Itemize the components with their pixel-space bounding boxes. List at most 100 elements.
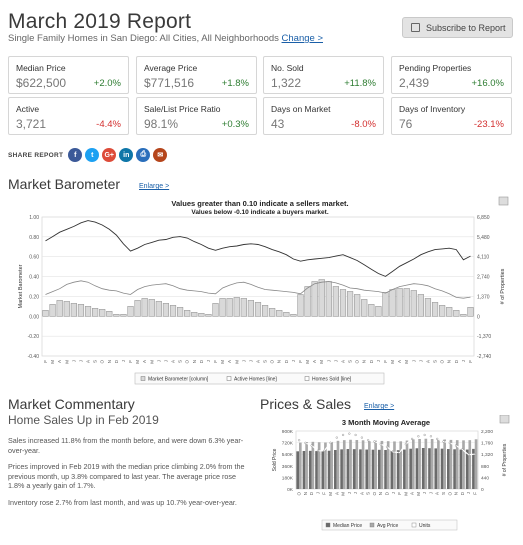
x-tick-label: D (385, 491, 390, 495)
stat-value: 2,439 (399, 76, 430, 90)
avg-price-bar (374, 440, 377, 489)
units-point (310, 444, 313, 447)
x-tick-label: A (425, 360, 430, 363)
stat-change: +11.8% (344, 78, 376, 89)
barometer-bar (339, 289, 347, 317)
stat-value: 76 (399, 117, 413, 131)
legend-swatch (325, 522, 331, 528)
barometer-bar (141, 298, 148, 317)
x-tick-label: F (322, 492, 327, 495)
x-tick-label: O (297, 492, 302, 496)
x-tick-label: A (57, 360, 62, 363)
median-price-bar (334, 450, 337, 489)
y2-tick-label: 440 (481, 475, 489, 481)
legend-swatch (226, 376, 232, 381)
barometer-bar (311, 281, 318, 317)
median-price-bar (296, 451, 300, 489)
stat-card: Days on Market 43 -8.0% (263, 97, 384, 135)
avg-price-bar (386, 441, 390, 489)
y2-tick-label: 0 (481, 487, 484, 493)
barometer-bar (226, 298, 233, 317)
stat-card: Active 3,721 -4.4% (8, 97, 129, 135)
commentary-paragraph: Sales increased 11.8% from the month bef… (8, 436, 244, 455)
x-tick-label: J (428, 492, 433, 494)
stat-label: Active (16, 104, 40, 114)
commentary-paragraph: Prices improved in Feb 2019 with the med… (8, 462, 245, 491)
x-tick-label: A (334, 492, 339, 495)
units-point (417, 435, 420, 438)
x-tick-label: O (440, 360, 445, 364)
change-link[interactable]: Change > (281, 33, 323, 44)
x-tick-label: A (340, 360, 345, 363)
email-icon[interactable]: ✉ (153, 148, 168, 162)
avg-price-bar (368, 440, 371, 489)
chart-legend (134, 372, 385, 385)
barometer-bar (184, 310, 191, 317)
y-tick-label: 900K (282, 429, 294, 435)
x-tick-label: J (376, 360, 381, 362)
avg-price-bar (342, 440, 346, 489)
y2-tick-label: -1,370 (477, 334, 491, 340)
median-price-bar (403, 449, 406, 489)
x-tick-label: S (93, 360, 98, 363)
barometer-bar (56, 300, 63, 317)
units-point (448, 441, 451, 444)
print-icon[interactable]: ⎙ (136, 148, 151, 162)
barometer-svg: Values greater than 0.10 indicate a sell… (18, 196, 509, 385)
linkedin-icon[interactable]: in (119, 148, 134, 162)
chart-legend (321, 519, 458, 531)
median-price-bar (415, 448, 419, 489)
facebook-icon[interactable]: f (68, 148, 83, 162)
barometer-bar (162, 303, 170, 317)
barometer-bar (460, 314, 467, 317)
barometer-bar (403, 288, 410, 317)
x-tick-label: O (100, 360, 105, 364)
x-tick-label: J (347, 492, 352, 494)
barometer-bar (375, 306, 382, 317)
subscribe-button[interactable]: Subscribe to Report (402, 17, 513, 38)
y-tick-label: 540K (282, 452, 294, 458)
barometer-enlarge-link[interactable]: Enlarge > (139, 183, 170, 190)
avg-price-bar (355, 440, 359, 489)
median-price-bar (472, 448, 475, 489)
y2-tick-label: 5,480 (477, 235, 490, 241)
x-tick-label: J (411, 360, 416, 362)
avg-price-bar (330, 441, 334, 489)
x-tick-label: N (303, 492, 308, 495)
barometer-bar (354, 294, 361, 317)
units-point (316, 449, 320, 452)
avg-price-bar (399, 441, 403, 489)
google-plus-icon[interactable]: G+ (102, 148, 117, 162)
median-price-bar (390, 450, 394, 489)
x-tick-label: N (447, 360, 452, 363)
units-point (348, 432, 351, 435)
save-icon (411, 23, 420, 32)
x-tick-label: A (397, 360, 402, 363)
median-price-bar (440, 448, 444, 489)
stat-card: Sale/List Price Ratio 98.1% +0.3% (136, 97, 257, 135)
prices-enlarge-link[interactable]: Enlarge > (364, 403, 395, 410)
stat-card: No. Sold 1,322 +11.8% (263, 56, 384, 94)
legend-label: Units (419, 523, 431, 529)
barometer-bar (84, 306, 92, 317)
units-point (473, 453, 476, 456)
share-bar: SHARE REPORT f t G+ in ⎙ ✉ (8, 148, 170, 162)
x-tick-label: J (315, 492, 320, 494)
stat-label: Average Price (144, 63, 198, 73)
avg-price-bar (405, 440, 409, 489)
barometer-bar (247, 300, 255, 317)
stat-change: +2.0% (93, 78, 121, 89)
stat-value: 1,322 (271, 76, 302, 90)
barometer-bar (453, 310, 460, 317)
twitter-icon[interactable]: t (85, 148, 100, 162)
y2-tick-label: 6,850 (477, 215, 490, 221)
units-point (385, 445, 389, 448)
x-tick-label: S (348, 360, 353, 363)
avg-price-bar (299, 442, 302, 489)
stat-label: No. Sold (271, 63, 304, 73)
y-tick-label: 360K (282, 464, 294, 470)
y-tick-label: 0.60 (29, 255, 39, 261)
barometer-title: Market Barometer (8, 176, 121, 192)
stat-card: Average Price $771,516 +1.8% (136, 56, 257, 94)
prices-chart: 3 Month Moving Average 900K 720K 540K 360K 18… (262, 414, 515, 541)
